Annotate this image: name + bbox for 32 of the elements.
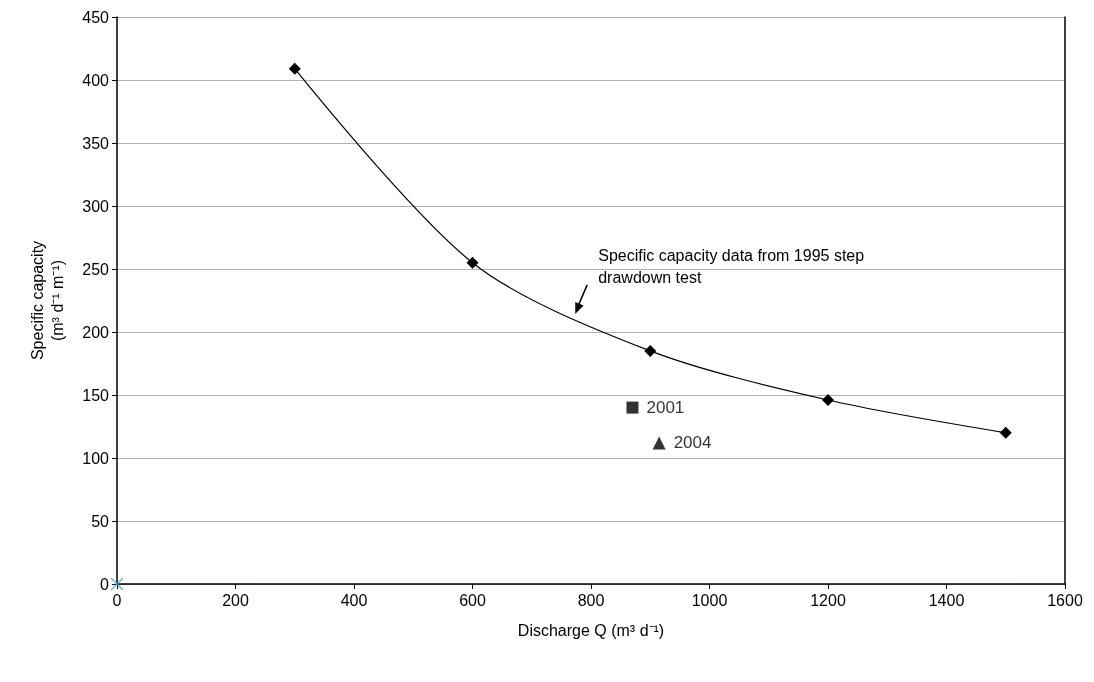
point xyxy=(644,344,657,357)
y-tick-label: 200 xyxy=(82,323,110,341)
x-tick-label: 800 xyxy=(577,591,605,609)
series-label: 2004 xyxy=(673,433,712,453)
series-label: 2001 xyxy=(646,398,685,418)
x-tick-label: 1600 xyxy=(1047,591,1083,609)
x-tick-label: 0 xyxy=(112,591,122,609)
x-tick-label: 400 xyxy=(340,591,368,609)
x-tick-label: 1200 xyxy=(810,591,846,609)
y-tick-label: 400 xyxy=(82,71,110,89)
y-tick-label: 300 xyxy=(82,197,110,215)
y-tick-label: 0 xyxy=(100,575,110,593)
point xyxy=(110,577,124,591)
point xyxy=(999,426,1012,439)
y-axis-title: Specific capacity (m³ d⁻¹ m⁻¹) xyxy=(28,240,66,361)
annotation: Specific capacity data from 1995 step drawdown test xyxy=(598,247,865,287)
y-tick-label: 150 xyxy=(82,386,110,404)
x-axis-title: Discharge Q (m³ d⁻¹) xyxy=(517,621,665,639)
y-tick-label: 100 xyxy=(82,449,110,467)
point xyxy=(652,436,666,450)
point xyxy=(822,394,834,407)
y-tick-label: 350 xyxy=(82,134,110,152)
x-tick-label: 200 xyxy=(222,591,249,609)
y-tick-label: 50 xyxy=(91,512,110,530)
point xyxy=(466,256,479,269)
x-tick-label: 1000 xyxy=(691,591,728,609)
x-tick-label: 600 xyxy=(459,591,486,609)
x-tick-label: 1400 xyxy=(928,591,965,609)
point xyxy=(626,401,639,414)
point xyxy=(288,62,301,75)
y-tick-label: 450 xyxy=(82,8,110,26)
y-tick-label: 250 xyxy=(82,260,110,278)
